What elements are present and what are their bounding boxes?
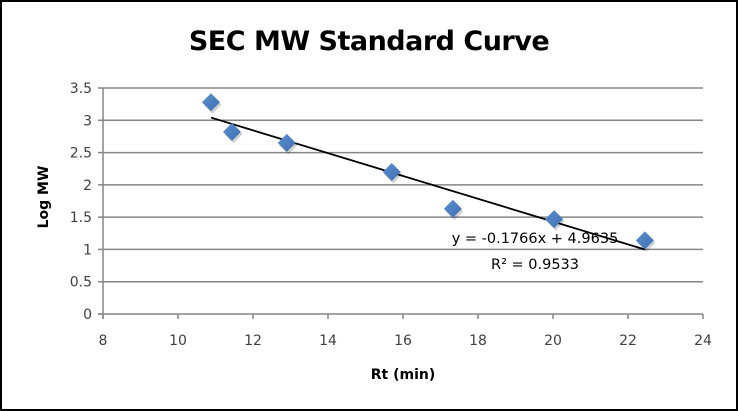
data-point — [382, 162, 401, 181]
trendline — [210, 116, 646, 251]
axes — [98, 87, 704, 319]
y-tick-label: 2 — [83, 178, 92, 194]
y-tick-label: 0 — [83, 307, 92, 323]
x-tick-label: 22 — [619, 333, 637, 349]
y-tick-label: 1 — [83, 242, 92, 258]
data-point — [443, 199, 462, 218]
x-tick-label: 8 — [99, 333, 108, 349]
chart-title: SEC MW Standard Curve — [188, 26, 550, 57]
y-tick-label: 0.5 — [70, 275, 92, 291]
trendline-r-squared: R² = 0.9533 — [491, 257, 579, 273]
y-tick-label: 1.5 — [70, 210, 92, 226]
x-tick-label: 16 — [394, 333, 412, 349]
data-point — [277, 133, 296, 152]
x-tick-label: 18 — [469, 333, 487, 349]
data-points — [202, 93, 656, 252]
trendline-equation: y = -0.1766x + 4.9635 — [452, 231, 619, 247]
x-axis-title: Rt (min) — [371, 367, 436, 383]
data-point — [635, 231, 654, 250]
data-point — [545, 210, 564, 229]
x-tick-label: 20 — [544, 333, 562, 349]
y-tick-label: 2.5 — [70, 146, 92, 162]
trendline-group — [210, 116, 646, 251]
gridlines — [103, 87, 703, 283]
x-tick-labels: 8 10 12 14 16 18 20 22 24 — [99, 333, 712, 349]
x-tick-label: 24 — [694, 333, 712, 349]
y-tick-labels: 0 0.5 1 1.5 2 2.5 3 3.5 — [70, 81, 92, 323]
x-tick-label: 14 — [319, 333, 337, 349]
x-tick-label: 12 — [244, 333, 262, 349]
data-point — [223, 122, 241, 141]
x-tick-label: 10 — [169, 333, 187, 349]
y-tick-label: 3 — [83, 113, 92, 129]
y-axis-title: Log MW — [36, 166, 52, 229]
y-tick-label: 3.5 — [70, 81, 92, 97]
data-point — [202, 93, 220, 112]
